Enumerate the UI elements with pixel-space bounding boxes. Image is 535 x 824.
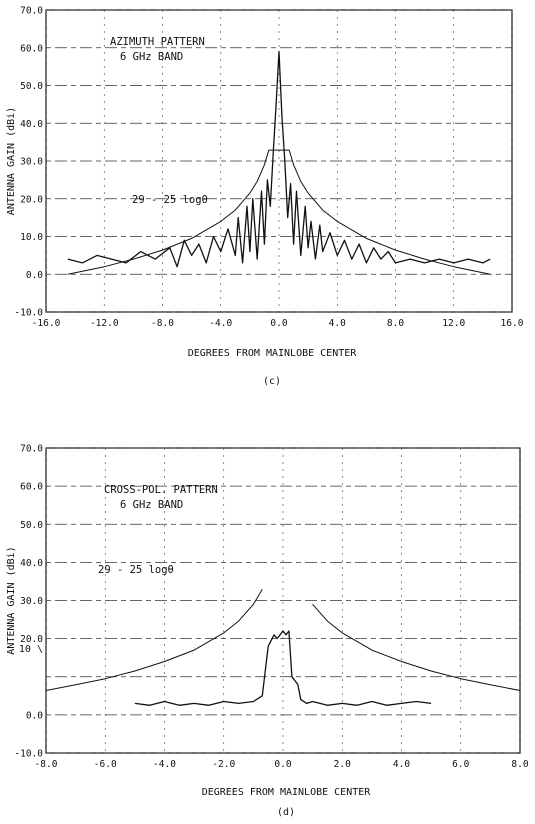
x-tick-label: -4.0 [153,759,176,770]
panel-label: (c) [263,376,281,387]
y-axis-label: ANTENNA GAIN (dBi) [6,107,17,215]
measured-pattern-line [67,50,491,268]
x-axis-label: DEGREES FROM MAINLOBE CENTER [202,787,372,798]
x-tick-label: 0.0 [270,318,287,329]
tick-labels: -8.0 -6.0 -4.0 -2.0 0.0 2.0 4.0 6.0 8.0 -10.0 0.0 2… [14,444,528,771]
envelope-label: 29 - 25 logθ [132,194,208,206]
x-axis-label: DEGREES FROM MAINLOBE CENTER [188,348,358,359]
x-tick-label: 8.0 [511,759,528,770]
x-tick-label: 16.0 [501,318,524,329]
chart-panel-d: -8.0 -6.0 -4.0 -2.0 0.0 2.0 4.0 6.0 8.0 -10.0 0.0 2… [6,444,529,819]
x-tick-label: 12.0 [442,318,465,329]
annotation-subtitle: 6 GHz BAND [120,51,183,63]
y-tick-label: 0.0 [26,710,43,721]
panel-label: (d) [277,807,295,818]
y-tick-label: 40.0 [20,119,43,130]
x-tick-label: 0.0 [274,759,291,770]
y-tick-label: 70.0 [20,6,43,17]
annotation-subtitle: 6 GHz BAND [120,499,183,511]
x-tick-label: -6.0 [94,759,117,770]
x-tick-label: 6.0 [452,759,469,770]
x-tick-label: -2.0 [212,759,235,770]
x-tick-label: -8.0 [35,759,58,770]
y-tick-label: 30.0 [20,157,43,168]
y-tick-label: -10.0 [14,308,43,319]
grid [45,447,521,754]
annotation-title: CROSS-POL. PATTERN [104,484,218,496]
annotation-title: AZIMUTH PATTERN [110,36,205,48]
y-tick-label: 10.0 [20,232,43,243]
envelope-label: 29 - 25 logθ [98,564,174,576]
y-tick-label: 30.0 [20,596,43,607]
y-tick-label: 40.0 [20,558,43,569]
y-tick-label: -10.0 [14,749,43,760]
envelope-curve [67,149,491,275]
stray-tick-label: 10 \ [19,644,43,655]
measured-pattern-line [134,630,432,706]
y-tick-label: 70.0 [20,444,43,455]
tick-labels: -16.0 -12.0 -8.0 -4.0 0.0 4.0 8.0 12.0 16.0 -10.0… [14,6,523,330]
x-tick-label: -4.0 [209,318,232,329]
chart-panel-c: -16.0 -12.0 -8.0 -4.0 0.0 4.0 8.0 12.0 16.0 -10.0… [6,6,524,388]
y-axis-label: ANTENNA GAIN (dBi) [6,546,17,654]
series-group [45,589,521,706]
envelope-curve [45,589,263,691]
y-tick-label: 60.0 [20,482,43,493]
grid [45,9,513,313]
x-tick-label: -8.0 [151,318,174,329]
x-tick-label: 4.0 [393,759,410,770]
x-tick-label: 2.0 [334,759,351,770]
series-group [67,50,491,275]
y-tick-label: 0.0 [26,270,43,281]
envelope-curve [312,603,521,691]
x-tick-label: -12.0 [90,318,119,329]
y-tick-label: 50.0 [20,81,43,92]
y-tick-label: 20.0 [20,634,43,645]
x-tick-label: 4.0 [329,318,346,329]
y-tick-label: 60.0 [20,43,43,54]
x-tick-label: -16.0 [32,318,61,329]
y-tick-label: 50.0 [20,520,43,531]
y-tick-label: 20.0 [20,194,43,205]
x-tick-label: 8.0 [387,318,404,329]
